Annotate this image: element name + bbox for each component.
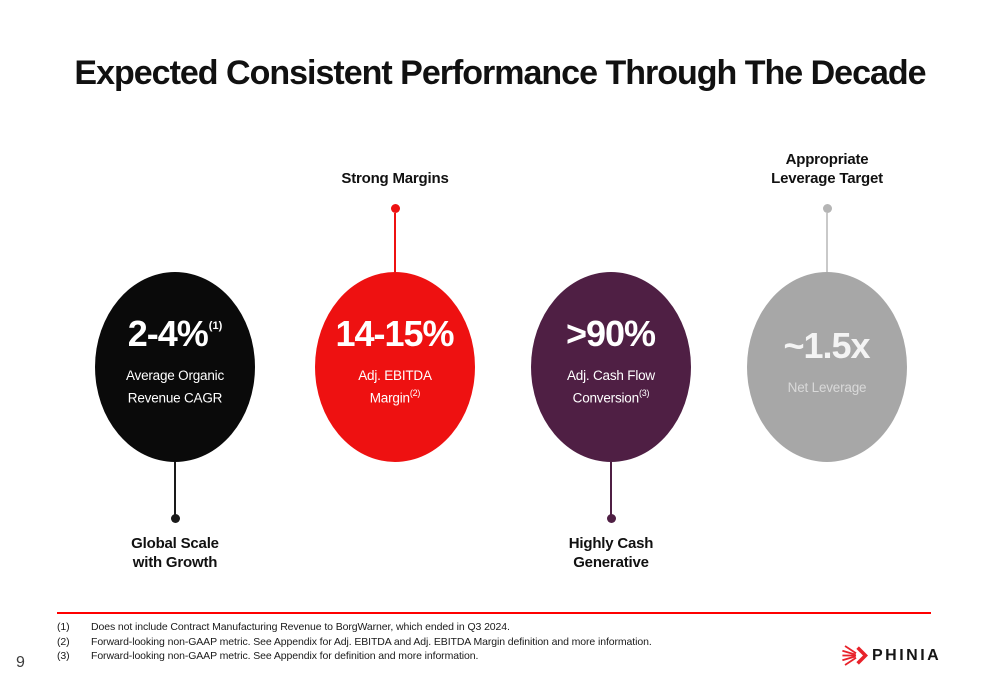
metric-value: 14-15%: [335, 313, 454, 355]
connector-dot: [170, 514, 180, 523]
connector-line: [285, 140, 505, 272]
connector-line: [65, 462, 285, 526]
connector-line: [717, 140, 937, 272]
connector-line: [501, 462, 721, 526]
metric-bubble: 14-15% Adj. EBITDA Margin(2): [315, 272, 475, 462]
footnote-ref: (2): [409, 388, 421, 399]
footnote-ref: (3): [638, 388, 650, 399]
logo-wordmark: PHINIA: [872, 646, 942, 664]
footnotes: (1) Does not include Contract Manufacturi…: [57, 620, 937, 664]
metric-bubble: 2-4%(1) Average Organic Revenue CAGR: [95, 272, 255, 462]
metric-sublabel: Adj. EBITDA Margin(2): [358, 368, 432, 406]
divider-line: [57, 612, 931, 614]
footnote-2: (2) Forward-looking non-GAAP metric. See …: [57, 635, 652, 648]
phinia-arrow-icon: [842, 645, 868, 666]
metric-sublabel: Adj. Cash Flow Conversion(3): [567, 368, 655, 406]
metric-bubble: ~1.5x Net Leverage: [747, 272, 907, 462]
metric-sublabel: Net Leverage: [787, 379, 867, 395]
footnote-ref: (1): [208, 320, 223, 333]
metric-average-organic-revenue-cagr: 2-4%(1) Average Organic Revenue CAGR Glo…: [65, 140, 285, 600]
metric-value: >90%: [565, 313, 656, 355]
metric-adj-cash-flow-conversion: >90% Adj. Cash Flow Conversion(3) Highly…: [501, 140, 721, 600]
footnote-1: (1) Does not include Contract Manufacturi…: [57, 621, 510, 633]
metric-net-leverage: Appropriate Leverage Target ~1.5x Net Le…: [717, 140, 937, 600]
metric-sublabel: Average Organic Revenue CAGR: [125, 368, 225, 406]
metric-value: 2-4%(1): [127, 313, 223, 355]
page-number: 9: [16, 654, 25, 671]
connector-dot: [606, 514, 616, 523]
slide-title: Expected Consistent Performance Through …: [74, 54, 926, 92]
connector-dot: [822, 204, 832, 213]
metric-bubble: >90% Adj. Cash Flow Conversion(3): [531, 272, 691, 462]
phinia-logo: PHINIA: [842, 645, 941, 666]
metric-callout: Appropriate Leverage Target: [771, 151, 883, 187]
metric-adj-ebitda-margin: Strong Margins 14-15% Adj. EBITDA Margin…: [285, 140, 505, 600]
metric-value: ~1.5x: [783, 324, 870, 366]
metric-callout: Highly Cash Generative: [568, 535, 654, 571]
metric-callout: Global Scale with Growth: [131, 535, 219, 571]
metric-callout: Strong Margins: [341, 170, 449, 187]
footnote-3: (3) Forward-looking non-GAAP metric. See …: [57, 650, 479, 662]
connector-dot: [390, 204, 400, 213]
